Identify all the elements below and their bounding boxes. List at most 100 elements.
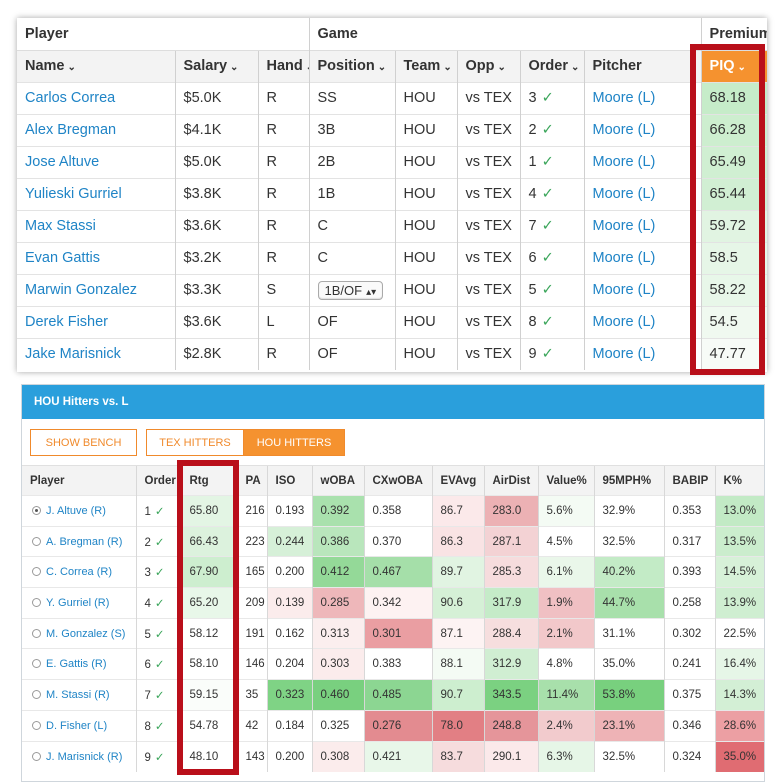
opp-cell-text: vs TEX [465, 314, 512, 330]
player-link[interactable]: M. Stassi (R) [46, 688, 110, 701]
player-name-link-text[interactable]: Alex Bregman [25, 122, 117, 138]
col-header-rtg[interactable]: Rtg [180, 465, 237, 496]
pitcher-link[interactable]: Moore (L) [583, 81, 702, 114]
player-name-link[interactable]: Alex Bregman [17, 113, 175, 146]
player-link[interactable]: C. Correa (R) [46, 566, 113, 579]
player-radio[interactable] [32, 505, 41, 515]
pitcher-link[interactable]: Moore (L) [583, 209, 702, 242]
player-link[interactable]: Y. Gurriel (R) [46, 596, 110, 609]
pitcher-link[interactable]: Moore (L) [583, 145, 702, 178]
player-name-link[interactable]: Derek Fisher [17, 305, 175, 338]
player-radio[interactable] [32, 536, 41, 546]
pitcher-link-text[interactable]: Moore (L) [592, 282, 656, 298]
player-name-link[interactable]: Yulieski Gurriel [17, 177, 175, 210]
col-header-pitcher[interactable]: Pitcher [583, 49, 702, 82]
player-name-link[interactable]: Jose Altuve [17, 145, 175, 178]
player-name-link[interactable]: Jake Marisnick [17, 337, 175, 370]
pitcher-link-text[interactable]: Moore (L) [592, 314, 656, 330]
babip-cell: 0.241 [663, 648, 715, 680]
col-header-evavg[interactable]: EVAvg [431, 465, 484, 496]
player-radio[interactable] [32, 720, 41, 730]
col-header-name[interactable]: Name ⌄ [17, 49, 175, 82]
player-link[interactable]: E. Gattis (R) [46, 658, 107, 671]
hand-cell: R [257, 241, 310, 274]
hitters-vs-pitcher-panel: HOU Hitters vs. L SHOW BENCH TEX HITTERS… [21, 384, 765, 782]
woba-cell: 0.386 [311, 525, 364, 557]
player-name-link-text[interactable]: Marwin Gonzalez [25, 282, 138, 298]
pitcher-link-text[interactable]: Moore (L) [592, 90, 656, 106]
col-header-babip[interactable]: BABIP [663, 465, 715, 496]
col-header-95mph[interactable]: 95MPH% [593, 465, 664, 496]
player-name-link-text[interactable]: Jose Altuve [25, 154, 100, 170]
hou-hitters-button[interactable]: HOU HITTERS [243, 429, 345, 456]
pitcher-link-text[interactable]: Moore (L) [592, 154, 656, 170]
col-header-pa[interactable]: PA [236, 465, 267, 496]
player-link[interactable]: A. Bregman (R) [46, 535, 123, 548]
pa-cell: 223 [236, 525, 267, 557]
order-value: 8 [144, 720, 151, 733]
pitcher-link[interactable]: Moore (L) [583, 241, 702, 274]
col-header-player[interactable]: Player [22, 465, 136, 496]
k-pct-cell: 22.5% [714, 617, 764, 649]
position-select[interactable]: 1B/OF ▴▾ [317, 280, 384, 300]
col-header-order[interactable]: Order [135, 465, 181, 496]
col-header-iso[interactable]: ISO [266, 465, 312, 496]
player-link[interactable]: M. Gonzalez (S) [46, 627, 126, 640]
pitcher-link-text[interactable]: Moore (L) [592, 186, 656, 202]
player-radio[interactable] [32, 628, 41, 638]
col-header-cxwoba[interactable]: CXwOBA [363, 465, 432, 496]
col-header-value[interactable]: Value% [537, 465, 594, 496]
player-link[interactable]: J. Altuve (R) [46, 504, 106, 517]
pitcher-link-text[interactable]: Moore (L) [592, 122, 656, 138]
col-header-k[interactable]: K% [714, 465, 764, 496]
hand-cell-text: S [266, 282, 277, 298]
piq-cell-text: 65.44 [709, 186, 746, 202]
col-header-piq[interactable]: PIQ ⌄ [700, 49, 767, 82]
player-radio[interactable] [32, 567, 41, 577]
player-cell: M. Stassi (R) [22, 679, 136, 711]
player-radio[interactable] [32, 659, 41, 669]
player-name-link-text[interactable]: Jake Marisnick [25, 346, 121, 363]
player-name-link[interactable]: Evan Gattis [17, 241, 175, 274]
pitcher-link-text[interactable]: Moore (L) [592, 218, 656, 234]
tex-hitters-button[interactable]: TEX HITTERS [146, 429, 244, 456]
player-name-link-text[interactable]: Max Stassi [25, 218, 96, 234]
player-radio[interactable] [32, 751, 41, 761]
player-name-link[interactable]: Marwin Gonzalez [17, 273, 175, 306]
piq-cell: 58.5 [700, 241, 767, 274]
panel-title: HOU Hitters vs. L [22, 385, 764, 419]
col-header-order[interactable]: Order ⌄ [519, 49, 585, 82]
pitcher-link[interactable]: Moore (L) [583, 305, 702, 338]
show-bench-button[interactable]: SHOW BENCH [30, 429, 137, 456]
player-link[interactable]: D. Fisher (L) [46, 719, 108, 732]
player-link[interactable]: J. Marisnick (R) [46, 750, 123, 763]
player-name-link-text[interactable]: Carlos Correa [25, 90, 116, 106]
col-header-opp[interactable]: Opp ⌄ [456, 49, 521, 82]
player-name-link[interactable]: Carlos Correa [17, 81, 175, 114]
player-name-link-text[interactable]: Yulieski Gurriel [25, 186, 122, 202]
cxwoba-cell: 0.467 [363, 556, 432, 588]
evavg-cell: 86.3 [431, 525, 484, 557]
hand-cell-text: L [266, 314, 275, 330]
col-header-salary[interactable]: Salary ⌄ [174, 49, 258, 82]
iso-cell: 0.323 [266, 679, 312, 711]
col-header-airdist[interactable]: AirDist [483, 465, 538, 496]
k-pct-cell: 13.9% [714, 587, 764, 619]
col-header-team[interactable]: Team ⌄ [394, 49, 458, 82]
pitcher-link[interactable]: Moore (L) [583, 337, 702, 370]
col-header-woba[interactable]: wOBA [311, 465, 364, 496]
pitcher-link-text[interactable]: Moore (L) [592, 250, 656, 266]
pitcher-link[interactable]: Moore (L) [583, 273, 702, 306]
col-header-hand[interactable]: Hand⌄ [257, 49, 310, 82]
col-header-position[interactable]: Position ⌄ [308, 49, 396, 82]
player-radio[interactable] [32, 689, 41, 699]
player-name-link-text[interactable]: Derek Fisher [25, 314, 108, 330]
pitcher-link[interactable]: Moore (L) [583, 177, 702, 210]
pitcher-link[interactable]: Moore (L) [583, 113, 702, 146]
player-name-link[interactable]: Max Stassi [17, 209, 175, 242]
position-cell-text: OF [317, 314, 338, 330]
player-name-link-text[interactable]: Evan Gattis [25, 250, 100, 266]
pitcher-link-text[interactable]: Moore (L) [592, 346, 656, 363]
player-radio[interactable] [32, 597, 41, 607]
salary-cell: $5.0K [174, 145, 258, 178]
